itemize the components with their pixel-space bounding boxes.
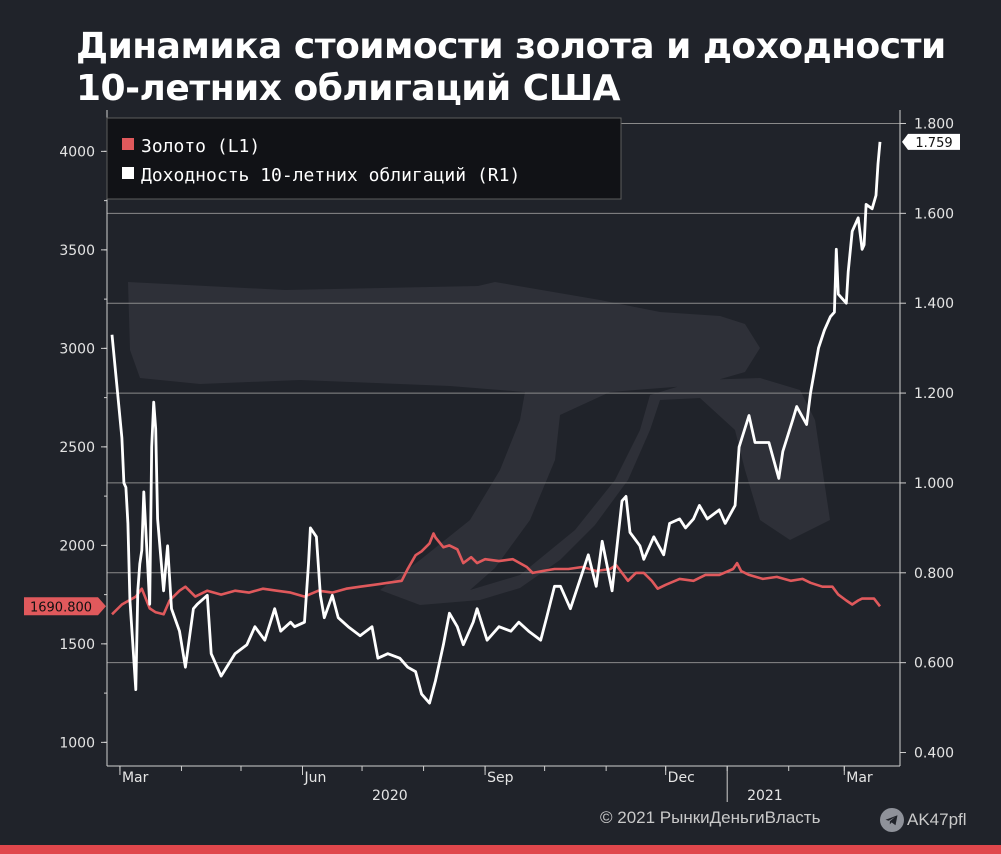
right-tick-label: 1.400 <box>914 296 954 312</box>
bond-yield-line <box>110 141 882 705</box>
yield-last-value-tag <box>902 133 960 150</box>
legend-box <box>106 117 622 200</box>
page-title: Динамика стоимости золота и доходности 1… <box>76 26 976 110</box>
yield-last-value-label: 1.759 <box>915 136 952 151</box>
right-tick-label: 1.800 <box>914 116 954 132</box>
left-tick-label: 1500 <box>59 637 95 653</box>
rifle-watermark <box>128 282 830 605</box>
x-tick-label: Jun <box>304 770 327 786</box>
left-tick-label: 1000 <box>59 735 95 751</box>
series-layer <box>110 141 882 705</box>
telegram-icon <box>880 808 904 832</box>
x-year-label: 2021 <box>747 788 783 804</box>
last-value-labels: 1690.800 1.759 <box>24 133 960 616</box>
x-tick-label: Sep <box>487 770 514 786</box>
left-tick-label: 2000 <box>59 538 95 554</box>
right-tick-label: 0.800 <box>914 566 954 582</box>
telegram-handle-text: AK47pfl <box>907 810 967 829</box>
legend-swatch-gold <box>122 138 134 150</box>
gold-last-value-label: 1690.800 <box>30 600 92 615</box>
telegram-handle[interactable]: AK47pfl <box>880 808 967 832</box>
legend-swatch-yield <box>122 167 134 179</box>
right-tick-label: 1.200 <box>914 386 954 402</box>
x-tick-label: Mar <box>846 770 873 786</box>
gold-last-value-tag <box>24 597 106 616</box>
left-tick-label: 3500 <box>59 243 95 259</box>
legend: Золото (L1) Доходность 10-летних облигац… <box>106 117 622 200</box>
x-year-label: 2020 <box>372 788 408 804</box>
legend-entry-gold: Золото (L1) <box>141 136 260 157</box>
x-axis-ticks: Mar Jun Sep Dec Mar 2020 2021 <box>119 766 873 804</box>
x-tick-label: Mar <box>122 770 149 786</box>
legend-entry-yield: Доходность 10-летних облигаций (R1) <box>141 165 520 186</box>
right-axis-ticks: 1.800 1.600 1.400 1.200 1.000 0.800 0.600 0.400 <box>900 116 954 762</box>
right-tick-label: 0.400 <box>914 746 954 762</box>
left-tick-label: 2500 <box>59 440 95 456</box>
right-tick-label: 0.600 <box>914 656 954 672</box>
bottom-accent-bar <box>0 845 1001 854</box>
right-tick-label: 1.000 <box>914 476 954 492</box>
left-tick-label: 4000 <box>59 144 95 160</box>
copyright-text: © 2021 РынкиДеньгиВласть <box>600 808 821 827</box>
left-axis-ticks: 4000 3500 3000 2500 2000 1500 1000 <box>59 144 107 751</box>
gold-price-line <box>111 532 882 616</box>
x-tick-label: Dec <box>668 770 695 786</box>
title-line-1: Динамика стоимости золота и доходности <box>76 26 946 67</box>
left-tick-label: 3000 <box>59 341 95 357</box>
title-line-2: 10-летних облигаций США <box>76 68 621 109</box>
right-tick-label: 1.600 <box>914 206 954 222</box>
axes <box>106 110 901 767</box>
